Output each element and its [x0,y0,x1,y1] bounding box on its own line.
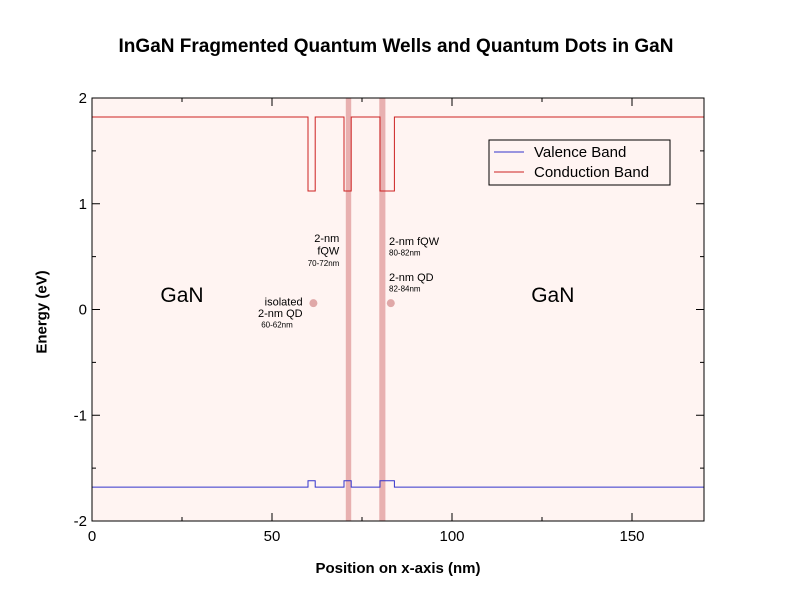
highlight-band-1 [379,98,386,521]
x-tick-label-2: 100 [439,528,464,545]
annotation-5: 2-nm [314,233,339,245]
annotation-8: 2-nm fQW [389,236,440,248]
chart-title: InGaN Fragmented Quantum Wells and Quant… [118,36,674,57]
annotation-11: 82-84nm [389,285,421,294]
marker-1 [386,299,395,308]
y-tick-label-4: 2 [79,90,87,107]
annotation-7: 70-72nm [308,259,340,268]
annotation-2: isolated [265,296,303,308]
annotation-0: GaN [160,284,203,307]
x-tick-label-0: 0 [88,528,96,545]
x-axis-label: Position on x-axis (nm) [315,560,481,577]
x-tick-label-3: 150 [619,528,644,545]
legend-label-1: Conduction Band [534,164,649,181]
series-line-0 [92,480,704,488]
x-tick-label-1: 50 [264,528,281,545]
annotation-4: 60-62nm [261,320,293,329]
annotation-3: 2-nm QD [258,308,303,320]
y-tick-label-2: 0 [79,302,87,319]
annotation-6: fQW [317,246,340,258]
annotation-9: 80-82nm [389,249,421,258]
marker-0 [309,299,318,308]
y-tick-label-0: -2 [74,513,87,530]
y-tick-label-3: 1 [79,196,87,213]
legend-box [488,139,671,186]
y-tick-label-1: -1 [74,407,87,424]
legend-label-0: Valence Band [534,144,626,161]
annotation-10: 2-nm QD [389,272,434,284]
annotation-1: GaN [531,284,574,307]
highlight-band-0 [345,98,352,521]
series-line-1 [92,116,704,192]
